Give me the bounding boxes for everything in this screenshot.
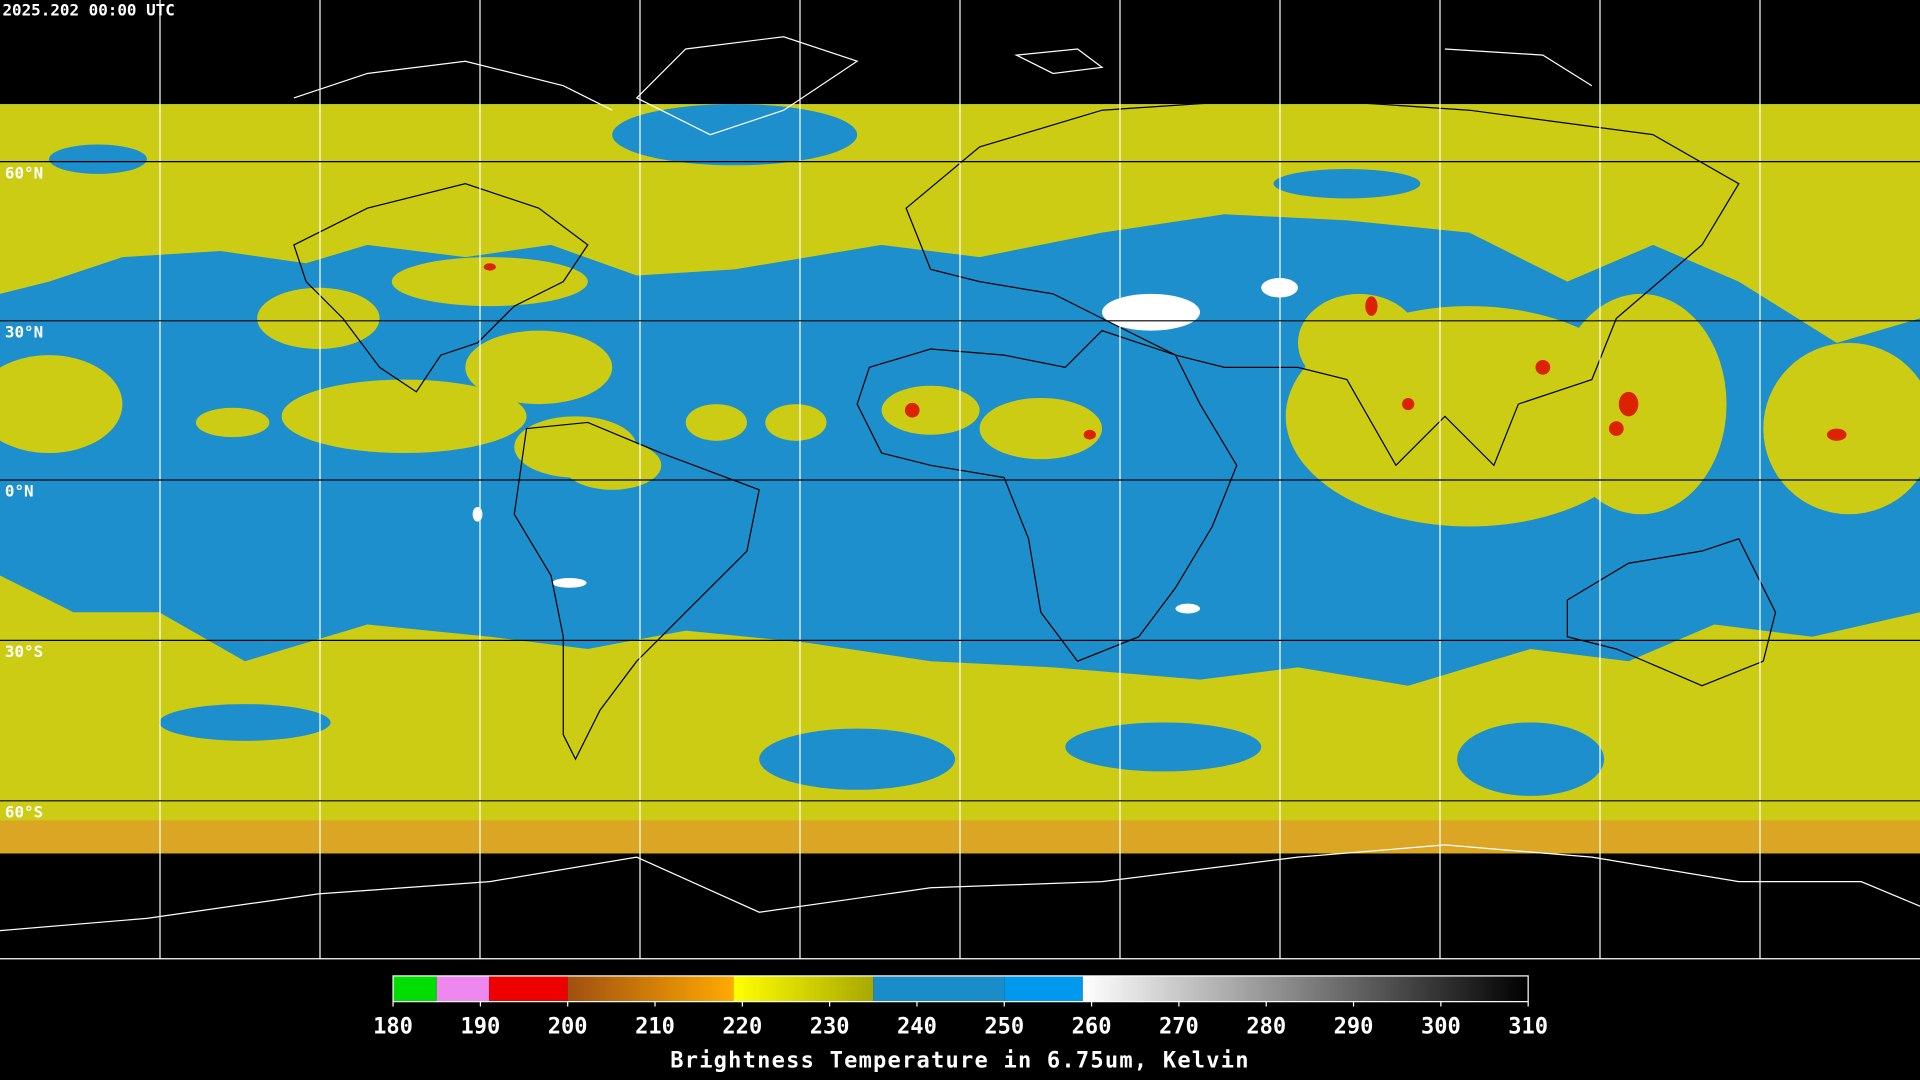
colorbar-segment bbox=[393, 975, 437, 1002]
colorbar-segment bbox=[567, 975, 734, 1002]
moist-patch bbox=[514, 416, 637, 478]
lat-label: 60°S bbox=[5, 803, 43, 822]
colorbar-tick-label: 270 bbox=[1159, 1014, 1199, 1039]
moist-patch bbox=[1297, 293, 1421, 392]
moist-patch bbox=[1555, 293, 1727, 515]
moist-patch bbox=[881, 385, 980, 435]
lat-label: 60°N bbox=[5, 163, 43, 182]
moist-patch bbox=[281, 379, 527, 454]
deep-convection bbox=[483, 263, 496, 271]
colorbar-tick-label: 300 bbox=[1421, 1014, 1461, 1039]
dry-patch bbox=[612, 104, 858, 166]
moist-patch bbox=[1763, 342, 1920, 515]
coastline bbox=[513, 421, 760, 761]
lat-label: 0°N bbox=[5, 482, 34, 501]
colorbar-tick-label: 180 bbox=[373, 1014, 413, 1039]
deep-convection bbox=[1365, 296, 1378, 316]
deep-convection bbox=[1608, 421, 1624, 436]
moist-patch bbox=[465, 330, 613, 405]
colorbar-tick-label: 250 bbox=[984, 1014, 1024, 1039]
moist-patch bbox=[685, 404, 747, 441]
colorbar-tick-label: 290 bbox=[1334, 1014, 1374, 1039]
dry-patch bbox=[1457, 722, 1605, 796]
coastline bbox=[1014, 48, 1593, 87]
very-dry bbox=[472, 506, 483, 522]
dry-patch bbox=[759, 728, 956, 790]
colorbar-tick-label: 260 bbox=[1072, 1014, 1112, 1039]
colorbar-segment bbox=[436, 975, 490, 1002]
coastline bbox=[293, 60, 613, 111]
deep-convection bbox=[1402, 397, 1415, 411]
deep-convection bbox=[1083, 429, 1096, 440]
coastline bbox=[1566, 538, 1777, 687]
deep-convection bbox=[1535, 360, 1551, 375]
lat-label: 30°N bbox=[5, 323, 43, 342]
colorbar-tick-label: 210 bbox=[635, 1014, 675, 1039]
coastline bbox=[856, 329, 1238, 662]
colorbar-segment bbox=[873, 975, 1005, 1002]
colorbar-tick-label: 230 bbox=[810, 1014, 850, 1039]
dry-patch bbox=[159, 704, 331, 741]
colorbar-tick-label: 280 bbox=[1246, 1014, 1286, 1039]
coastline bbox=[635, 36, 859, 136]
moist-patch bbox=[979, 397, 1103, 460]
deep-convection bbox=[1618, 391, 1639, 417]
lat-label: 30°S bbox=[5, 642, 43, 661]
very-dry bbox=[1175, 603, 1200, 614]
moist-patch bbox=[257, 287, 380, 349]
colorbar-segment bbox=[489, 975, 568, 1002]
moist-patch bbox=[0, 355, 123, 454]
colorbar-tick-label: 240 bbox=[897, 1014, 937, 1039]
dry-patch bbox=[1273, 168, 1421, 199]
moist-patch bbox=[765, 404, 827, 441]
coastline bbox=[293, 183, 589, 393]
colorbar-tick-label: 200 bbox=[548, 1014, 588, 1039]
coastline bbox=[905, 97, 1740, 467]
timestamp: 2025.202 00:00 UTC bbox=[2, 1, 174, 20]
dry-patch bbox=[48, 144, 147, 174]
colorbar-frame bbox=[392, 975, 1529, 1003]
imagery bbox=[0, 0, 1920, 960]
colorbar-tick-label: 220 bbox=[722, 1014, 762, 1039]
colorbar-segment bbox=[1004, 975, 1083, 1002]
very-dry bbox=[552, 577, 587, 588]
colorbar-tick-label: 190 bbox=[460, 1014, 500, 1039]
moist-patch bbox=[195, 407, 270, 438]
colorbar-segment bbox=[733, 975, 874, 1002]
coastline bbox=[0, 844, 1920, 932]
deep-convection bbox=[1826, 428, 1847, 441]
deep-convection bbox=[904, 402, 920, 418]
colorbar-title: Brightness Temperature in 6.75um, Kelvin bbox=[670, 1049, 1250, 1074]
colorbar-segment bbox=[1082, 975, 1529, 1002]
colorbar-tick-label: 310 bbox=[1508, 1014, 1548, 1039]
dry-patch bbox=[1065, 722, 1262, 772]
